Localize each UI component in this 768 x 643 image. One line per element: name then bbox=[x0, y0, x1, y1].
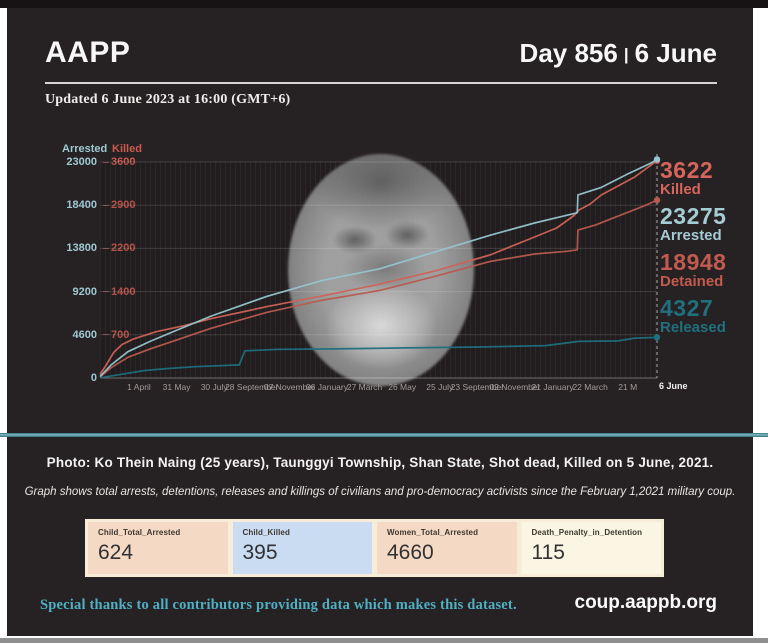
x-axis-tick: 1 April bbox=[127, 382, 151, 392]
x-axis-tick: 31 May bbox=[162, 382, 191, 392]
x-axis-tick: 23 September bbox=[450, 382, 505, 392]
graph-note: Graph shows total arrests, detentions, r… bbox=[24, 486, 736, 498]
summary-card-label: Child_Total_Arrested bbox=[98, 528, 181, 537]
series-line-detained bbox=[99, 199, 658, 378]
website-link[interactable]: coup.aappb.org bbox=[574, 592, 718, 613]
right-axis-title: Killed bbox=[112, 143, 142, 155]
right-axis-tick: 1400 bbox=[103, 285, 135, 299]
x-axis-tick: 26 May bbox=[388, 382, 417, 392]
x-axis-tick: 21 January bbox=[531, 382, 574, 392]
total-label: Detained bbox=[660, 273, 724, 290]
x-axis-end-label: 6 June bbox=[659, 381, 688, 391]
series-line-released bbox=[99, 336, 658, 379]
left-axis-title: Arrested bbox=[62, 143, 108, 155]
total-label: Arrested bbox=[660, 227, 722, 244]
header-divider-line bbox=[45, 82, 717, 84]
line-chart bbox=[99, 154, 661, 379]
top-border-strip bbox=[0, 0, 768, 8]
series-endpoint-detained bbox=[653, 196, 661, 204]
left-axis-tick: 23000 bbox=[66, 156, 97, 168]
day-counter: Day 856 | 6 June bbox=[520, 38, 717, 69]
right-axis-tick: 2200 bbox=[103, 241, 135, 255]
x-axis-tick: 27 March bbox=[346, 382, 383, 392]
total-label: Released bbox=[660, 319, 726, 336]
x-axis-tick: 02 November bbox=[489, 382, 541, 392]
series-line-arrested bbox=[99, 158, 658, 378]
x-axis-tick: 07 November bbox=[263, 382, 315, 392]
summary-card-value: 115 bbox=[531, 541, 565, 564]
x-axis-tick: 30 July bbox=[200, 382, 228, 392]
left-axis-tick: 9200 bbox=[72, 285, 97, 298]
left-axis-tick: 18400 bbox=[66, 199, 97, 212]
summary-card-value: 624 bbox=[98, 541, 134, 564]
total-arrested: 23275 Arrested bbox=[660, 204, 760, 243]
summary-card-death_penalty_in_detention: Death_Penalty_in_Detention 115 bbox=[521, 522, 661, 574]
total-value: 18948 bbox=[660, 249, 727, 275]
right-axis-tick: 2900 bbox=[103, 198, 135, 212]
bottom-border-strip bbox=[0, 638, 768, 643]
total-label: Killed bbox=[660, 181, 701, 198]
x-axis-tick: 06 January bbox=[305, 382, 348, 392]
summary-card-child_total_arrested: Child_Total_Arrested 624 bbox=[88, 522, 228, 574]
left-axis-tick: 13800 bbox=[66, 242, 97, 255]
total-value: 23275 bbox=[660, 203, 727, 229]
x-axis-tick: 28 September bbox=[225, 382, 279, 392]
teal-section-divider bbox=[0, 433, 768, 437]
current-date: 6 June bbox=[634, 38, 717, 68]
left-axis-tick: 4600 bbox=[72, 328, 97, 341]
updated-timestamp: Updated 6 June 2023 at 16:00 (GMT+6) bbox=[45, 92, 291, 107]
summary-cards-strip: Child_Total_Arrested 624 Child_Killed 395 Wo… bbox=[85, 519, 664, 577]
main-card: AAPP Day 856 | 6 June Updated 6 June 2023 … bbox=[7, 8, 753, 636]
summary-card-label: Child_Killed bbox=[242, 528, 290, 537]
summary-card-label: Death_Penalty_in_Detention bbox=[531, 528, 643, 537]
total-killed: 3622 Killed bbox=[660, 158, 760, 197]
summary-card-women_total_arrested: Women_Total_Arrested 4660 bbox=[377, 522, 517, 574]
photo-caption: Photo: Ko Thein Naing (25 years), Taungg… bbox=[46, 455, 714, 470]
totals-panel: 3622 Killed 23275 Arrested 18948 Detained 4327… bbox=[660, 158, 760, 342]
total-detained: 18948 Detained bbox=[660, 250, 760, 289]
total-released: 4327 Released bbox=[660, 296, 760, 335]
total-value: 3622 bbox=[660, 157, 714, 183]
aapp-logo: AAPP bbox=[45, 36, 131, 69]
summary-card-value: 4660 bbox=[387, 541, 434, 564]
x-axis-tick: 21 M bbox=[618, 382, 638, 392]
total-value: 4327 bbox=[660, 295, 714, 321]
x-axis-tick: 25 July bbox=[426, 382, 454, 392]
left-axis-tick: 0 bbox=[90, 372, 97, 384]
right-axis-tick: 3600 bbox=[103, 155, 135, 169]
summary-card-label: Women_Total_Arrested bbox=[387, 528, 479, 537]
thanks-text: Special thanks to all contributors provi… bbox=[40, 597, 517, 613]
series-endpoint-arrested bbox=[653, 156, 661, 163]
day-number: Day 856 bbox=[519, 38, 618, 68]
day-separator: | bbox=[623, 45, 629, 64]
right-axis-tick: 700 bbox=[103, 328, 129, 342]
series-endpoint-released bbox=[653, 334, 661, 341]
x-axis-tick: 22 March bbox=[572, 382, 608, 392]
chart-plot bbox=[99, 154, 661, 386]
summary-card-value: 395 bbox=[242, 541, 278, 564]
series-line-killed bbox=[99, 160, 658, 375]
summary-card-child_killed: Child_Killed 395 bbox=[232, 522, 372, 574]
